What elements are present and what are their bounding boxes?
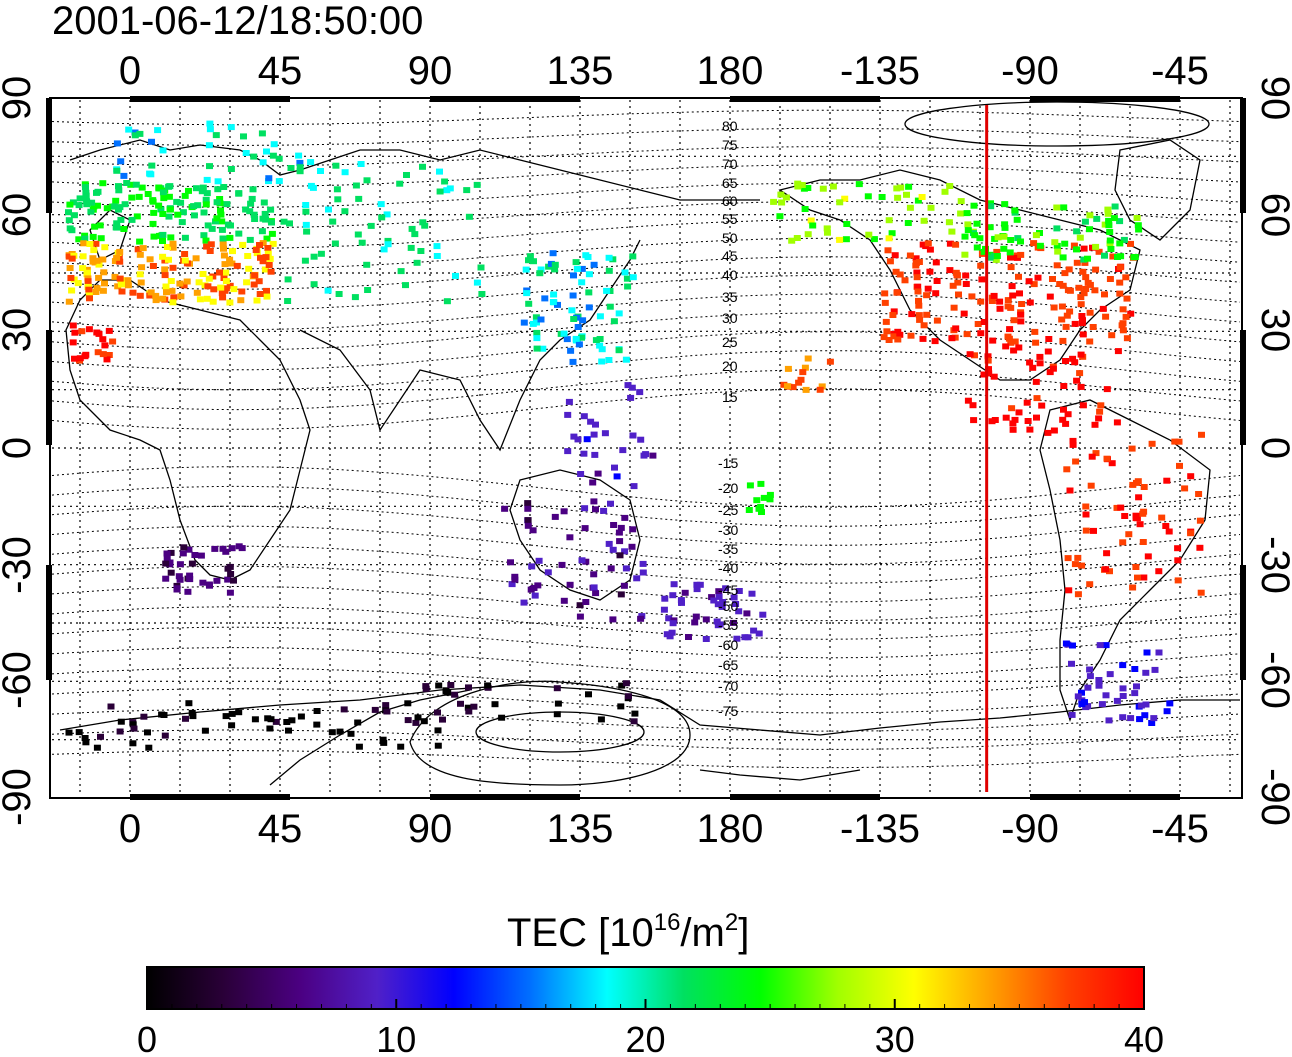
longitude-label: 180 bbox=[697, 49, 764, 93]
latitude-label: 0 bbox=[0, 437, 39, 459]
latitude-label: -60 bbox=[1253, 651, 1292, 709]
longitude-label: 45 bbox=[258, 807, 303, 851]
coastlines bbox=[59, 139, 1240, 786]
longitude-label: -45 bbox=[1151, 49, 1209, 93]
contour-label: 80 bbox=[722, 118, 738, 134]
latitude-label: 0 bbox=[1253, 437, 1292, 459]
longitude-label: 135 bbox=[547, 807, 614, 851]
longitude-label: -135 bbox=[840, 807, 920, 851]
tec-observations bbox=[65, 120, 1205, 751]
longitude-label: 0 bbox=[119, 49, 141, 93]
latitude-label: 90 bbox=[0, 76, 39, 121]
colorbar-tick-label: 10 bbox=[376, 1019, 416, 1057]
contour-labels: 80 75 70 65 60 55 50 45 40 35 30 25 20 15 -15 -20 -25 -30… bbox=[718, 118, 738, 719]
longitude-label: -135 bbox=[840, 49, 920, 93]
contour-label: -40 bbox=[718, 560, 738, 576]
latitude-label: 60 bbox=[0, 193, 39, 238]
contour-label: -35 bbox=[718, 541, 738, 557]
colorbar-tick-label: 20 bbox=[625, 1019, 665, 1057]
contour-label: 35 bbox=[722, 289, 738, 305]
contour-label: 50 bbox=[722, 230, 738, 246]
contour-label: -75 bbox=[718, 703, 738, 719]
contour-label: 60 bbox=[722, 193, 738, 209]
contour-label: 20 bbox=[722, 358, 738, 374]
left-latitude-labels: 90 60 30 0 -30 -60 -90 bbox=[0, 76, 39, 826]
contour-label: -60 bbox=[718, 637, 738, 653]
contour-label: -45 bbox=[718, 582, 738, 598]
contour-label: 75 bbox=[722, 137, 738, 153]
contour-label: 65 bbox=[722, 175, 738, 191]
top-longitude-labels: 0 45 90 135 180 -135 -90 -45 bbox=[119, 49, 1209, 93]
latitude-label: -30 bbox=[1253, 536, 1292, 594]
latitude-label: -90 bbox=[0, 768, 39, 826]
contour-label: 70 bbox=[722, 156, 738, 172]
frame-bands bbox=[46, 96, 1246, 800]
latitude-label: 30 bbox=[0, 308, 39, 353]
contour-label: -30 bbox=[718, 522, 738, 538]
contour-label: -15 bbox=[718, 455, 738, 471]
colorbar-label: TEC [1016/m2] bbox=[507, 909, 749, 955]
lat-lon-grid bbox=[52, 100, 1240, 796]
longitude-label: 90 bbox=[408, 807, 453, 851]
contour-label: -70 bbox=[718, 678, 738, 694]
timestamp-title: 2001-06-12/18:50:00 bbox=[52, 0, 423, 43]
longitude-label: -90 bbox=[1001, 807, 1059, 851]
contour-label: -25 bbox=[718, 502, 738, 518]
longitude-label: 180 bbox=[697, 807, 764, 851]
longitude-label: 45 bbox=[258, 49, 303, 93]
latitude-label: -60 bbox=[0, 651, 39, 709]
latitude-label: 60 bbox=[1253, 193, 1292, 238]
latitude-label: -90 bbox=[1253, 768, 1292, 826]
longitude-label: 135 bbox=[547, 49, 614, 93]
geomagnetic-latitude-contours bbox=[51, 109, 1241, 769]
contour-label: -50 bbox=[718, 598, 738, 614]
pole-ovals bbox=[409, 101, 1210, 786]
colorbar-tick-label: 0 bbox=[137, 1019, 157, 1057]
longitude-label: 0 bbox=[119, 807, 141, 851]
colorbar-tick-label: 40 bbox=[1124, 1019, 1164, 1057]
bottom-longitude-labels: 0 45 90 135 180 -135 -90 -45 bbox=[119, 807, 1209, 851]
contour-label: 40 bbox=[722, 267, 738, 283]
contour-label: 15 bbox=[722, 389, 738, 405]
contour-label: -20 bbox=[718, 480, 738, 496]
longitude-label: -90 bbox=[1001, 49, 1059, 93]
right-latitude-labels: 90 60 30 0 -30 -60 -90 bbox=[1253, 76, 1292, 826]
latitude-label: -30 bbox=[0, 536, 39, 594]
colorbar-tick-label: 30 bbox=[875, 1019, 915, 1057]
longitude-label: -45 bbox=[1151, 807, 1209, 851]
contour-label: 55 bbox=[722, 211, 738, 227]
latitude-label: 90 bbox=[1253, 76, 1292, 121]
longitude-label: 90 bbox=[408, 49, 453, 93]
contour-label: 30 bbox=[722, 310, 738, 326]
contour-label: 25 bbox=[722, 334, 738, 350]
latitude-label: 30 bbox=[1253, 308, 1292, 353]
contour-label: -55 bbox=[718, 617, 738, 633]
contour-label: 45 bbox=[722, 248, 738, 264]
colorbar-ticks: 0 10 20 30 40 bbox=[137, 999, 1164, 1057]
contour-label: -65 bbox=[718, 657, 738, 673]
